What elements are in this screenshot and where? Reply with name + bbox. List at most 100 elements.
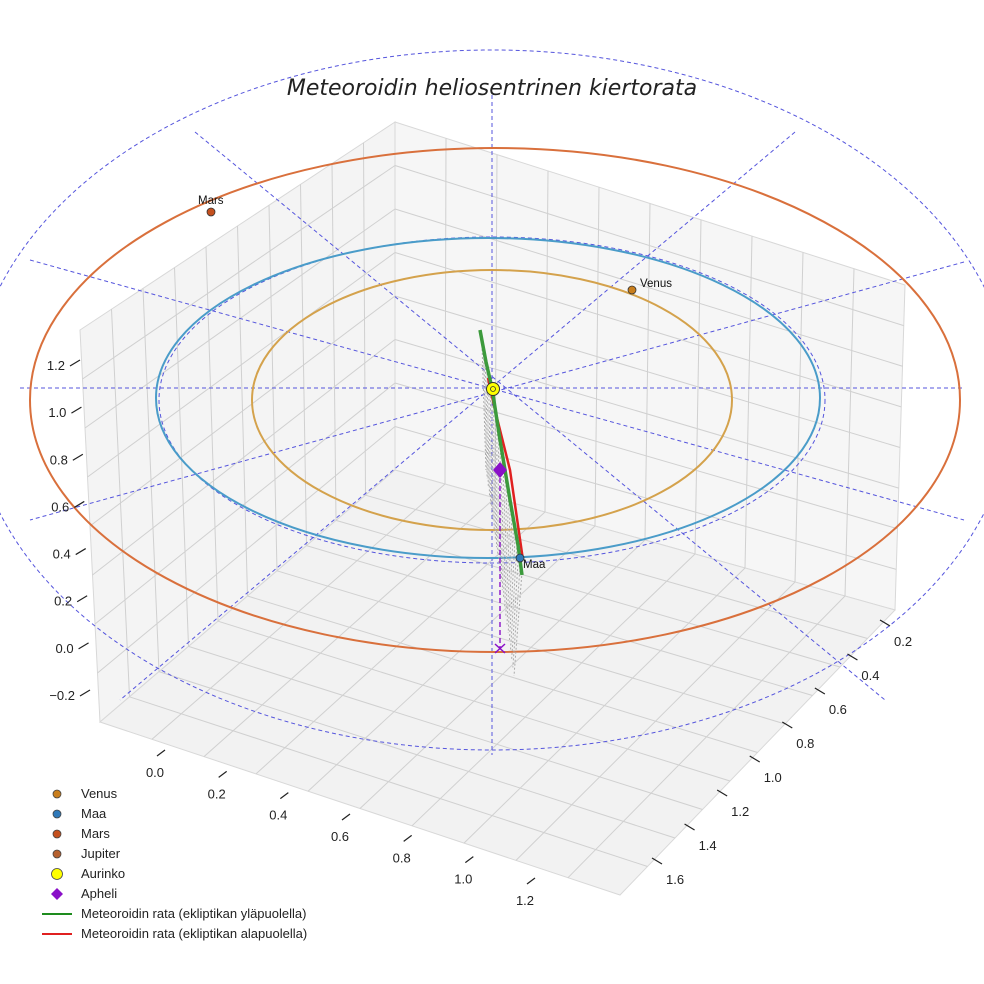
x-axis-tick	[464, 856, 474, 864]
z-axis-tick	[69, 359, 81, 367]
z-axis-tick-label: 1.2	[47, 358, 65, 373]
grid-line	[335, 519, 841, 668]
legend-line-icon	[42, 913, 72, 915]
y-axis-tick	[879, 619, 891, 627]
curtain-line	[500, 467, 505, 582]
mars-marker	[206, 207, 216, 217]
z-axis-tick	[75, 548, 87, 556]
curtain-line	[496, 430, 498, 548]
z-axis-tick-label: −0.2	[49, 688, 75, 703]
legend-item-label: Mars	[81, 826, 110, 841]
y-axis-tick	[847, 653, 858, 661]
grid-line	[515, 581, 796, 861]
legend: Venus Maa Mars Jupiter Aurinko Apheli Meteoroi…	[36, 784, 356, 944]
grid-line	[92, 339, 396, 576]
legend-item: Jupiter	[36, 844, 356, 864]
apheli-projection-marker	[494, 643, 506, 654]
apheli-marker	[493, 462, 507, 478]
curtain-line	[481, 344, 487, 471]
curtain-line	[510, 543, 518, 651]
legend-line-icon	[42, 933, 72, 935]
grid-line	[394, 208, 903, 367]
curtain-line	[513, 571, 523, 677]
x-axis-tick	[403, 834, 413, 842]
legend-item: Meteoroidin rata (ekliptikan alapuolella…	[36, 924, 356, 944]
legend-item-label: Aurinko	[81, 866, 126, 881]
curtain-line	[489, 392, 493, 513]
y-axis-tick	[814, 687, 826, 695]
legend-circle-icon	[51, 868, 63, 880]
legend-item: Mars	[36, 824, 356, 844]
grid-line	[87, 252, 396, 478]
y-axis-tick	[651, 857, 663, 865]
grid-line	[394, 165, 904, 327]
x-axis-tick-label: 0.4	[269, 808, 287, 823]
grid-line	[394, 252, 902, 408]
y-axis-tick	[684, 823, 695, 831]
x-axis-tick	[341, 813, 351, 821]
outer-reference-ellipse	[0, 49, 984, 751]
x-axis-tick-label: 0.8	[393, 850, 411, 865]
grid-line	[394, 382, 898, 530]
grid-line	[365, 494, 868, 639]
x-axis-tick-label: 0.2	[208, 786, 226, 801]
curtain-line	[499, 458, 503, 574]
curtain-line	[503, 486, 508, 599]
venus-marker	[627, 285, 637, 295]
y-axis-tick-label: 0.2	[894, 634, 912, 649]
legend-item-label: Meteoroidin rata (ekliptikan alapuolella…	[81, 926, 308, 941]
y-axis-tick	[749, 755, 761, 763]
legend-item: Venus	[36, 784, 356, 804]
z-axis-tick-label: 0.8	[50, 452, 68, 467]
y-axis-tick-label: 0.8	[796, 736, 814, 751]
legend-circle-icon	[52, 849, 62, 859]
legend-item: Meteoroidin rata (ekliptikan yläpuolella…	[36, 904, 356, 924]
z-axis-tick	[71, 406, 82, 414]
grid-line	[567, 595, 846, 879]
mars-label: Mars	[198, 195, 224, 207]
reference-guides	[0, 49, 984, 755]
x-axis-tick	[279, 792, 289, 800]
legend-item: Maa	[36, 804, 356, 824]
grid-line	[463, 567, 746, 844]
venus-label: Venus	[640, 278, 672, 290]
grid-line	[306, 545, 813, 696]
grid-line	[247, 595, 758, 753]
grid-line	[82, 165, 396, 380]
grid-line	[411, 553, 696, 827]
z-axis-tick-label: 0.4	[53, 547, 71, 562]
y-axis-tick-label: 1.6	[666, 872, 684, 887]
aurinko-marker	[486, 382, 500, 396]
meteoroid-orbit-above-ecliptic	[478, 329, 524, 576]
axis-ticks: −0.2 0.0 0.2 0.4 0.6 0.8 1.0 1.2 0.0 0.2 0.4 0.6 0.8…	[47, 358, 912, 908]
legend-item-label: Apheli	[81, 886, 118, 901]
z-axis-tick-label: 0.0	[55, 641, 73, 656]
curtain-line	[497, 439, 500, 556]
maa-orbit	[155, 237, 821, 559]
z-axis-tick	[73, 500, 85, 508]
maa-label: Maa	[523, 559, 546, 571]
x-axis-tick	[218, 770, 228, 778]
x-axis-tick-label: 1.0	[454, 872, 472, 887]
venus-orbit	[251, 269, 733, 531]
curtain-line	[486, 373, 490, 496]
legend-item-label: Maa	[81, 806, 107, 821]
legend-item: Aurinko	[36, 864, 356, 884]
chart-title: Meteoroidin heliosentrinen kiertorata	[287, 76, 697, 101]
y-axis-tick	[781, 721, 793, 729]
y-axis-tick-label: 1.4	[699, 838, 717, 853]
y-axis-tick	[716, 789, 728, 797]
maa-marker	[515, 553, 525, 563]
z-axis-tick	[76, 595, 88, 603]
grid-line	[94, 382, 396, 625]
legend-circle-icon	[52, 789, 62, 799]
y-axis-tick-label: 0.6	[829, 702, 847, 717]
legend-item-label: Jupiter	[81, 846, 121, 861]
y-axis-tick-label: 1.2	[731, 804, 749, 819]
y-axis-tick-label: 1.0	[764, 770, 782, 785]
x-axis-tick	[526, 877, 536, 885]
curtain-line	[484, 363, 489, 488]
x-axis-tick-label: 0.6	[331, 829, 349, 844]
axis-panes	[79, 121, 906, 896]
